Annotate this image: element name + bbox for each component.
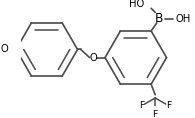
Text: O: O <box>90 53 98 63</box>
Text: F: F <box>166 101 172 110</box>
Text: HO: HO <box>129 0 144 9</box>
Text: F: F <box>152 110 158 118</box>
Text: F: F <box>139 101 144 110</box>
Text: OH: OH <box>176 14 191 24</box>
Text: O: O <box>1 44 9 55</box>
Text: B: B <box>155 12 163 25</box>
